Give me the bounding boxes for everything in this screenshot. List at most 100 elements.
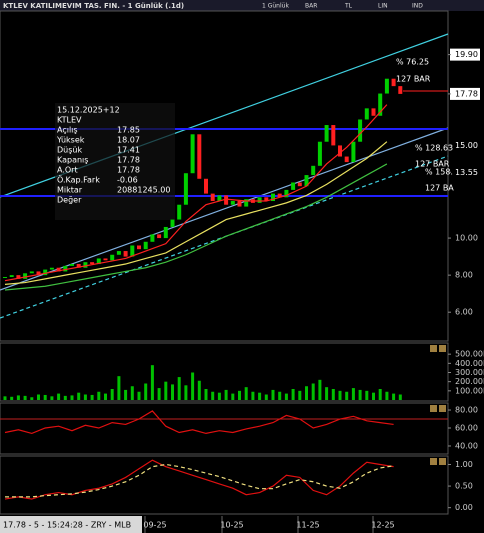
volume-bar	[3, 396, 7, 400]
volume-bar	[345, 391, 349, 400]
candle	[264, 197, 269, 202]
volume-bar	[23, 395, 27, 400]
candle	[90, 262, 95, 265]
candle	[163, 226, 168, 239]
candle	[36, 271, 41, 276]
moving-average	[4, 104, 388, 282]
volume-bar	[117, 376, 121, 400]
volume-bar	[37, 394, 40, 400]
candle	[96, 258, 101, 265]
volume-bar	[298, 390, 302, 400]
toolbar-item[interactable]: LIN	[378, 3, 388, 10]
candle	[317, 141, 322, 166]
window-title: KTLEV KATILIMEVIM TAS. FIN. - 1 Günlük (…	[3, 2, 184, 10]
candle	[378, 93, 383, 116]
volume-bar	[104, 393, 107, 400]
toolbar-item[interactable]: IND	[412, 3, 423, 10]
candle	[358, 119, 363, 142]
candle	[143, 241, 148, 250]
candle	[70, 264, 74, 266]
trend-line	[0, 127, 449, 291]
price-box	[450, 87, 480, 100]
info-value: 17.78	[117, 166, 140, 175]
volume-panel	[0, 342, 449, 402]
volume-bar	[57, 393, 61, 400]
price-box	[450, 48, 480, 61]
candle	[29, 271, 34, 274]
candle	[183, 173, 188, 205]
candle	[170, 219, 175, 227]
candle	[210, 193, 215, 202]
candle	[237, 201, 242, 207]
candle	[110, 254, 115, 261]
y-tick-label: 17.78	[455, 89, 478, 98]
volume-bar	[70, 395, 74, 400]
volume-bar	[264, 394, 268, 400]
volume-bar	[10, 396, 14, 400]
volume-bar	[325, 387, 329, 400]
y-tick-label: 10.00	[455, 234, 478, 243]
volume-bar	[144, 383, 148, 400]
toolbar-item[interactable]: TL	[344, 3, 353, 10]
info-label: Ö.Kap.Fark	[57, 175, 100, 185]
info-label: Miktar	[57, 186, 83, 195]
candle	[351, 141, 356, 163]
info-label: Düşük	[57, 146, 82, 155]
volume-bar	[184, 385, 188, 400]
candle	[398, 86, 403, 94]
panel-buttons[interactable]	[430, 345, 446, 465]
volume-bar	[50, 396, 54, 400]
candle	[297, 182, 302, 187]
annotation: 127 BAR	[396, 75, 431, 84]
candle	[137, 245, 141, 250]
candle	[204, 178, 208, 194]
toolbar-item[interactable]: BAR	[305, 3, 317, 10]
volume-bar	[110, 389, 114, 400]
candle	[56, 267, 61, 272]
volume-bar	[271, 389, 275, 400]
candle	[324, 125, 329, 142]
candle	[344, 156, 349, 163]
status-text: 17.78 - 5 - 15:24:28 - ZRY - MLB	[3, 521, 131, 530]
toolbar[interactable]: 1 Günlük BAR TL LIN IND	[262, 3, 423, 10]
candle	[76, 264, 81, 268]
info-label: Kapanış	[57, 156, 88, 165]
candle	[338, 145, 342, 157]
candle	[311, 165, 316, 176]
x-labels: 09-25 10-25 11-25 12-25	[143, 516, 395, 533]
candle	[150, 234, 155, 242]
info-value: -0.06	[117, 176, 138, 185]
volume-bar	[16, 395, 20, 400]
volume-bar	[291, 389, 295, 400]
candle	[83, 262, 88, 268]
candle	[257, 197, 262, 203]
volume-bar	[398, 394, 402, 400]
candle	[391, 78, 396, 87]
volume-bar	[177, 377, 181, 400]
volume-bar	[365, 390, 369, 400]
candle	[16, 275, 21, 279]
candle	[291, 182, 296, 190]
info-date: 15.12.2025+12	[57, 106, 120, 115]
volume-bar	[372, 392, 375, 400]
candle	[9, 275, 14, 277]
info-value: 17.85	[117, 126, 140, 135]
y-tick-label: 300.00M	[455, 368, 484, 377]
rsi-line	[4, 410, 394, 435]
candle	[304, 175, 309, 187]
annotation: % 128.63	[415, 144, 453, 153]
y-tick-label: 100.00M	[455, 386, 484, 395]
candle	[103, 258, 108, 261]
volume-bar	[171, 384, 174, 400]
volume-bar	[63, 395, 67, 400]
candle	[277, 193, 282, 198]
y-tick-label: 0.50	[455, 482, 473, 491]
candle	[63, 265, 68, 272]
toolbar-item[interactable]: 1 Günlük	[262, 3, 289, 10]
candle	[3, 276, 7, 278]
y-tick-label: 6.00	[455, 308, 473, 317]
status-box	[0, 516, 142, 533]
candle	[271, 193, 275, 202]
candle	[364, 108, 369, 120]
